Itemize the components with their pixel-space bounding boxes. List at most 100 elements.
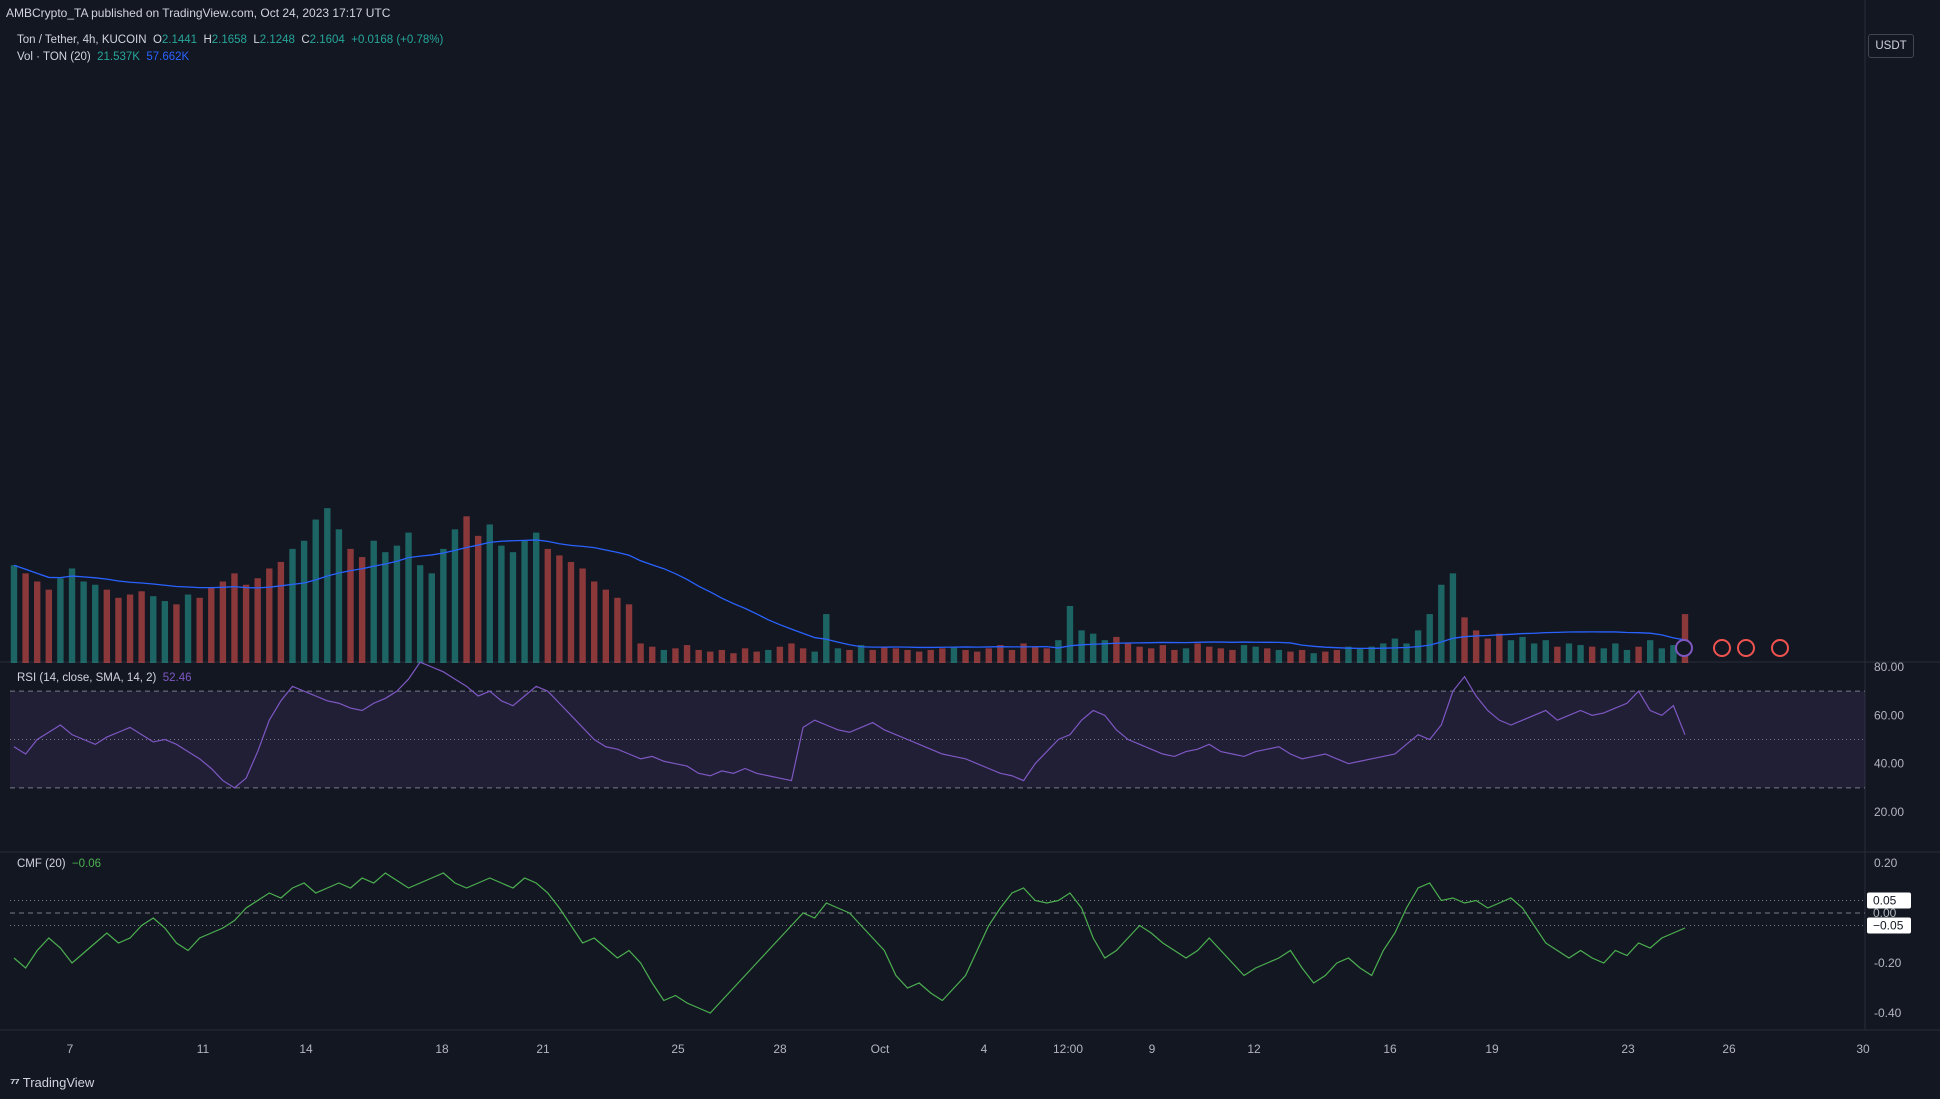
volume-bar: [1565, 643, 1573, 663]
volume-bar: [846, 649, 853, 663]
volume-bar: [1229, 649, 1236, 663]
volume-bar: [416, 565, 424, 663]
volume-bar: [1472, 630, 1480, 663]
volume-bar: [857, 645, 865, 663]
volume-bar: [1612, 643, 1619, 663]
volume-bar: [718, 649, 726, 663]
volume-bar: [45, 589, 53, 663]
volume-bar: [1380, 643, 1387, 663]
volume-label: Vol · TON (20): [17, 51, 91, 63]
volume-bar: [92, 584, 99, 663]
volume-bar: [985, 648, 992, 663]
volume-bar: [68, 568, 76, 663]
volume-bar: [34, 581, 41, 663]
volume-bar: [498, 545, 505, 663]
rsi-tick-label: 40.00: [1874, 757, 1904, 771]
time-tick-label: 28: [773, 1042, 787, 1056]
rsi-line: [13, 661, 1686, 789]
volume-bar: [451, 529, 459, 663]
volume-bar: [1658, 648, 1665, 663]
cmf-legend[interactable]: CMF (20) −0.06: [17, 858, 101, 870]
volume-bar: [300, 540, 308, 663]
volume-bar: [1554, 646, 1561, 663]
volume-bar: [1368, 646, 1375, 663]
currency-button[interactable]: USDT: [1868, 34, 1914, 58]
volume-bar: [219, 581, 227, 663]
volume-bar: [765, 649, 772, 663]
volume-bar: [1484, 638, 1491, 663]
volume-bar: [881, 646, 888, 663]
tradingview-logo[interactable]: ⁷⁷ TradingView: [10, 1075, 94, 1090]
volume-bar: [57, 578, 64, 663]
volume-bar: [567, 561, 575, 663]
time-tick-label: 21: [536, 1042, 550, 1056]
volume-bar: [1206, 646, 1213, 663]
volume-bar: [741, 648, 749, 663]
volume-bar: [1066, 605, 1074, 663]
open-value: 2.1441: [161, 34, 198, 46]
volume-bar: [1159, 645, 1167, 663]
lightning-event-icon: [1675, 639, 1693, 657]
volume-bar: [324, 508, 331, 663]
volume-bar: [904, 649, 911, 663]
volume-bar: [939, 648, 946, 663]
volume-ma-value: 57.662K: [146, 51, 190, 63]
volume-bar: [730, 653, 737, 663]
time-tick-label: Oct: [871, 1042, 890, 1056]
volume-bar: [1461, 617, 1468, 663]
volume-bar: [1182, 648, 1190, 663]
volume-bar: [1264, 648, 1271, 663]
volume-bar: [614, 597, 621, 663]
volume-bar: [1391, 638, 1399, 663]
volume-bar: [126, 594, 134, 663]
volume-bar: [10, 565, 18, 663]
published-caption: AMBCrypto_TA published on TradingView.co…: [6, 6, 391, 20]
symbol-legend[interactable]: Ton / Tether, 4h, KUCOIN O2.1441 H2.1658…: [17, 34, 443, 46]
volume-bar: [997, 645, 1004, 663]
volume-bar: [1635, 646, 1642, 663]
cmf-tick-label: 0.20: [1874, 856, 1898, 870]
volume-bar: [1101, 640, 1108, 663]
change-value: +0.0168 (+0.78%): [351, 34, 444, 46]
volume-bar: [1322, 651, 1329, 663]
high-label: H: [203, 34, 212, 46]
time-tick-label: 12:00: [1053, 1042, 1083, 1056]
volume-bar: [1089, 633, 1097, 663]
volume-bar: [579, 568, 586, 663]
close-label: C: [301, 34, 310, 46]
volume-bar: [138, 591, 145, 663]
volume-bar: [1530, 643, 1538, 663]
volume-bar: [625, 604, 633, 663]
volume-bar: [521, 540, 528, 663]
time-tick-label: 18: [435, 1042, 449, 1056]
volume-bar: [683, 645, 691, 663]
cmf-level-badge: [1867, 892, 1911, 909]
volume-bar: [1356, 648, 1364, 663]
volume-bar: [486, 524, 493, 663]
volume-bar: [1031, 646, 1039, 663]
volume-bar: [1136, 646, 1143, 663]
rsi-tick-label: 20.00: [1874, 805, 1904, 819]
volume-bar: [544, 548, 551, 663]
time-tick-label: 9: [1149, 1042, 1156, 1056]
low-label: L: [253, 34, 260, 46]
volume-bar: [1287, 651, 1294, 663]
volume-bar: [208, 588, 215, 663]
volume-bar: [1148, 648, 1155, 663]
volume-bar: [602, 589, 610, 663]
volume-bar: [1623, 649, 1631, 663]
close-value: 2.1604: [309, 34, 345, 46]
time-tick-label: 14: [299, 1042, 313, 1056]
cmf-level-badge: [1867, 917, 1911, 934]
volume-bar: [254, 578, 261, 663]
volume-bar: [788, 643, 795, 663]
volume-bar: [474, 535, 482, 663]
volume-bar: [242, 584, 250, 663]
volume-bar: [1588, 646, 1596, 663]
rsi-legend[interactable]: RSI (14, close, SMA, 14, 2) 52.46: [17, 672, 192, 684]
cmf-tick-label: -0.40: [1874, 1006, 1902, 1020]
volume-bar: [649, 646, 656, 663]
volume-bar: [1055, 640, 1062, 663]
volume-legend[interactable]: Vol · TON (20) 21.537K 57.662K: [17, 51, 189, 63]
